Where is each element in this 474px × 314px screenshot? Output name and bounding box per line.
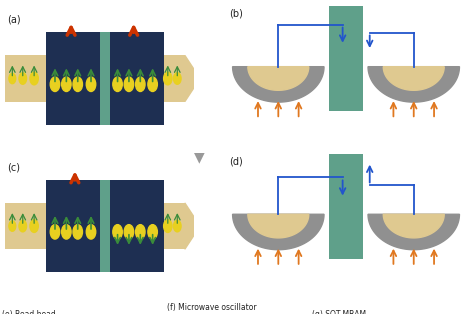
Polygon shape [383, 214, 444, 238]
Circle shape [73, 77, 82, 91]
Circle shape [19, 220, 27, 232]
Text: (a): (a) [8, 15, 21, 25]
Polygon shape [185, 203, 200, 249]
Circle shape [136, 225, 145, 239]
Bar [110, 180, 164, 272]
Circle shape [9, 221, 16, 231]
Bar [5, 203, 185, 249]
Circle shape [173, 220, 181, 232]
Bar [329, 6, 363, 111]
Polygon shape [383, 67, 444, 90]
Circle shape [164, 72, 172, 85]
Circle shape [30, 72, 38, 85]
Polygon shape [248, 67, 309, 90]
Circle shape [50, 225, 60, 239]
Circle shape [113, 77, 122, 91]
Bar [46, 180, 103, 272]
Polygon shape [233, 214, 324, 250]
Circle shape [9, 73, 16, 84]
Text: (g) SOT-MRAM: (g) SOT-MRAM [312, 310, 366, 314]
Circle shape [164, 220, 172, 232]
Circle shape [113, 225, 122, 239]
Circle shape [73, 225, 82, 239]
Bar [329, 154, 363, 259]
Text: ▼: ▼ [194, 150, 204, 164]
Circle shape [86, 225, 96, 239]
Circle shape [148, 225, 157, 239]
Circle shape [19, 73, 27, 84]
Text: (e) Read head: (e) Read head [2, 310, 55, 314]
Polygon shape [185, 55, 200, 102]
Circle shape [62, 77, 71, 91]
Polygon shape [233, 67, 324, 102]
Polygon shape [368, 214, 459, 250]
Text: (b): (b) [229, 9, 243, 19]
Text: (c): (c) [8, 163, 20, 172]
Bar [100, 180, 110, 272]
Text: (f) Microwave oscillator: (f) Microwave oscillator [166, 303, 256, 312]
Bar [5, 55, 185, 102]
Circle shape [124, 225, 134, 239]
Bar [46, 32, 103, 125]
Circle shape [136, 77, 145, 91]
Circle shape [124, 77, 134, 91]
Circle shape [30, 220, 38, 232]
Text: (d): (d) [229, 156, 243, 166]
Circle shape [148, 77, 157, 91]
Bar [100, 32, 110, 125]
Circle shape [50, 77, 60, 91]
Polygon shape [248, 214, 309, 238]
Circle shape [86, 77, 96, 91]
Bar [110, 32, 164, 125]
Circle shape [173, 73, 181, 84]
Circle shape [62, 225, 71, 239]
Polygon shape [368, 67, 459, 102]
